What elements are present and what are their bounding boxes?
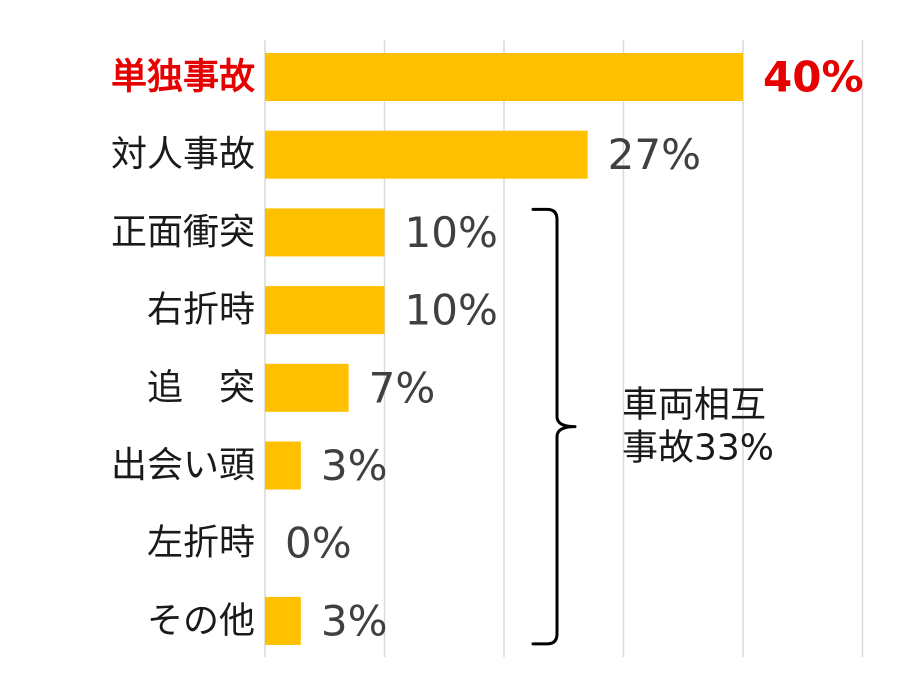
bar-0 [265, 53, 743, 101]
value-label-7: 3% [321, 596, 388, 645]
category-label-0: 単独事故 [111, 57, 255, 98]
value-label-5: 3% [321, 441, 388, 490]
value-label-0: 40% [763, 53, 864, 102]
value-label-4: 7% [369, 363, 436, 412]
brace-shape [531, 207, 577, 646]
category-label-6: 左折時 [147, 523, 255, 564]
brace-label-line-1: 車両相互 [622, 385, 766, 426]
category-label-1: 対人事故 [111, 134, 255, 175]
bar-7 [265, 596, 301, 645]
category-label-7: その他 [147, 600, 255, 641]
value-label-2: 10% [405, 208, 498, 257]
bar-3 [265, 286, 385, 335]
bar-4 [265, 363, 349, 412]
category-label-3: 右折時 [147, 290, 255, 331]
bars [265, 53, 743, 645]
category-label-2: 正面衝突 [111, 212, 255, 253]
bar-2 [265, 208, 385, 257]
bar-5 [265, 441, 301, 490]
value-label-1: 27% [608, 130, 701, 179]
brace-label-line-2: 事故33% [622, 428, 774, 469]
brace-annotation: 車両相互 事故33% [531, 207, 774, 646]
value-labels: 40% 27% 10% 10% 7% 3% 0% 3% [285, 53, 864, 646]
value-label-6: 0% [285, 519, 352, 568]
category-label-5: 出会い頭 [111, 445, 255, 486]
bar-1 [265, 130, 588, 179]
category-label-4: 追 突 [147, 367, 255, 408]
value-label-3: 10% [405, 286, 498, 335]
